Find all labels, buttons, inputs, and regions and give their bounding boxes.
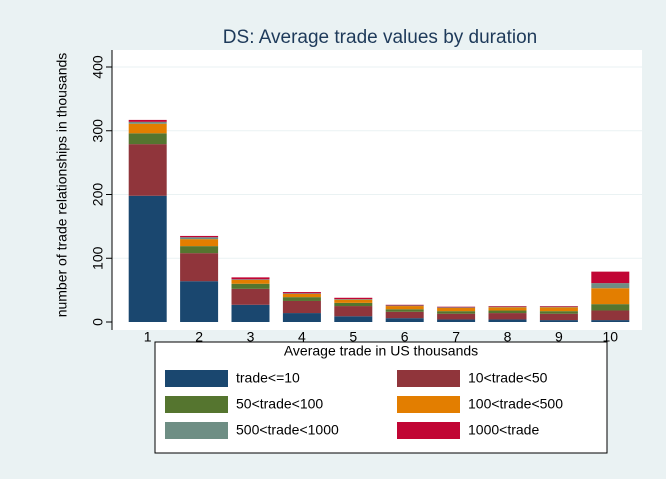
bar-segment [128, 195, 167, 322]
x-tick-label: 10 [603, 329, 619, 345]
bar-segment [539, 320, 578, 322]
legend-label: 50<trade<100 [236, 396, 323, 412]
legend-label: 10<trade<50 [468, 370, 548, 386]
y-tick-label: 100 [90, 246, 106, 270]
bar-segment [231, 279, 270, 280]
legend-swatch [397, 370, 460, 387]
bar-segment [385, 309, 424, 312]
legend-label: trade<=10 [236, 370, 300, 386]
y-tick-label: 0 [90, 318, 106, 326]
bar-segment [437, 311, 476, 314]
bar-segment [282, 313, 321, 322]
bar-segment [282, 300, 321, 314]
bar-segment [180, 281, 219, 322]
bar-segment [385, 311, 424, 319]
bar-segment [385, 306, 424, 310]
legend-label: 500<trade<1000 [236, 422, 339, 438]
y-tick-label: 300 [90, 119, 106, 143]
bar-segment [180, 253, 219, 282]
bar-segment [591, 310, 630, 321]
bar-segment [539, 313, 578, 321]
bar-segment [231, 304, 270, 322]
legend-swatch [165, 422, 228, 439]
legend-swatch [397, 396, 460, 413]
bar-segment [488, 306, 527, 308]
bar-segment [231, 279, 270, 284]
x-tick-label: 9 [555, 329, 563, 345]
bar-segment [539, 306, 578, 307]
bar-segment [180, 239, 219, 247]
bar-segment [437, 306, 476, 308]
bar-segment [539, 307, 578, 312]
bar-segment [385, 318, 424, 322]
bar-segment [282, 293, 321, 294]
bar-segment [591, 304, 630, 311]
y-tick-label: 200 [90, 183, 106, 207]
bar-segment [180, 237, 219, 240]
legend-title: Average trade in US thousands [284, 343, 478, 359]
bar-segment [591, 288, 630, 305]
bar-segment [437, 313, 476, 320]
bar-segment [128, 123, 167, 134]
bar-segment [334, 302, 373, 307]
bar-segment [128, 119, 167, 122]
bar-segment [437, 319, 476, 322]
bar-segment [539, 306, 578, 308]
bar-segment [180, 246, 219, 254]
bar-segment [128, 121, 167, 124]
bar-segment [488, 306, 527, 307]
x-tick-label: 8 [504, 329, 512, 345]
bar-segment [488, 310, 527, 314]
y-tick-label: 400 [90, 55, 106, 79]
bar-segment [282, 293, 321, 298]
legend-label: 100<trade<500 [468, 396, 563, 412]
legend-swatch [165, 396, 228, 413]
bar-segment [231, 288, 270, 305]
bar-segment [488, 319, 527, 322]
bar-segment [128, 133, 167, 145]
x-tick-label: 4 [298, 329, 306, 345]
bar-segment [231, 283, 270, 289]
bar-segment [488, 307, 527, 311]
bar-segment [437, 307, 476, 308]
x-tick-label: 3 [247, 329, 255, 345]
bar-segment [539, 311, 578, 314]
chart-title: DS: Average trade values by duration [223, 27, 537, 48]
bar-segment [282, 292, 321, 294]
x-tick-label: 5 [349, 329, 357, 345]
bar-segment [231, 277, 270, 280]
bar-segment [334, 306, 373, 317]
legend-swatch [397, 422, 460, 439]
bar-segment [591, 271, 630, 284]
y-axis-label: number of trade relationships in thousan… [54, 53, 70, 318]
bar-segment [591, 320, 630, 322]
legend-swatch [165, 370, 228, 387]
bar-segment [437, 307, 476, 312]
x-tick-label: 2 [195, 329, 203, 345]
x-tick-label: 1 [144, 329, 152, 345]
legend-label: 1000<trade [468, 422, 539, 438]
bar-segment [488, 313, 527, 320]
x-tick-label: 7 [452, 329, 460, 345]
x-tick-label: 6 [401, 329, 409, 345]
bar-segment [334, 299, 373, 300]
bar-segment [128, 144, 167, 196]
bar-segment [334, 316, 373, 322]
bar-segment [180, 235, 219, 238]
bar-segment [334, 299, 373, 303]
bar-segment [334, 297, 373, 300]
bar-segment [385, 304, 424, 306]
legend-box [154, 341, 608, 454]
bar-segment [385, 305, 424, 307]
bar-segment [591, 283, 630, 289]
bar-segment [282, 297, 321, 301]
